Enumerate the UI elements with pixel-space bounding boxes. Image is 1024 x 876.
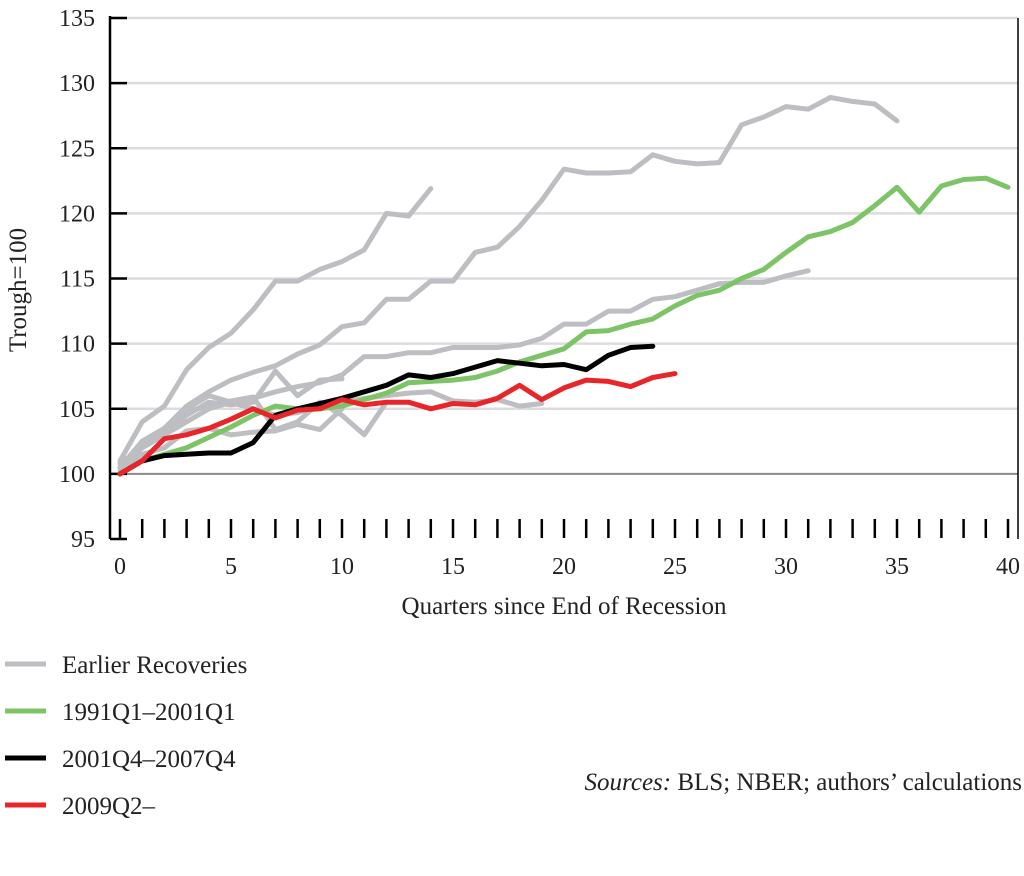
series-line-1991q1-2001q1	[117, 175, 1011, 477]
source-label: Sources:	[585, 769, 672, 796]
earlier-recovery-line	[117, 186, 434, 464]
x-tick-label: 30	[774, 554, 798, 580]
x-tick-label: 25	[663, 554, 687, 580]
y-axis-label: Trough=100	[5, 228, 32, 352]
y-tick-label: 100	[59, 462, 95, 488]
y-tick-label: 115	[60, 267, 95, 293]
y-tick-label: 105	[59, 397, 95, 423]
y-tick-label: 120	[59, 201, 95, 227]
x-tick-label: 5	[225, 554, 237, 580]
x-tick-label: 35	[885, 554, 909, 580]
x-axis-label: Quarters since End of Recession	[402, 593, 727, 620]
x-tick-label: 0	[114, 554, 126, 580]
y-tick-label: 130	[59, 71, 95, 97]
earlier-recovery-line	[117, 394, 389, 473]
legend-label: 2009Q2–	[62, 793, 156, 820]
source-note: Sources: BLS; NBER; authors’ calculation…	[585, 769, 1022, 796]
x-tick-label: 10	[330, 554, 354, 580]
earlier-recovery-line	[117, 368, 345, 466]
series-line-2009q2	[117, 371, 678, 477]
legend-label: Earlier Recoveries	[62, 652, 247, 679]
axes: 95 100 105 110 115 120 125 130 135 0 5 10 15 20 25 30 35…	[59, 6, 1020, 580]
earlier-recovery-line	[117, 95, 900, 470]
series-line-2001q4-2007q4	[117, 343, 656, 477]
earlier-recovery-line	[117, 406, 345, 477]
y-tick-label: 135	[59, 6, 95, 32]
y-tick-label: 110	[60, 332, 95, 358]
x-tick-label: 40	[996, 554, 1020, 580]
y-tick-label: 125	[59, 136, 95, 162]
series-lines	[117, 95, 1011, 477]
x-tick-label: 20	[552, 554, 576, 580]
y-tick-label: 95	[71, 527, 95, 553]
legend-label: 2001Q4–2007Q4	[62, 746, 236, 773]
legend-label: 1991Q1–2001Q1	[62, 699, 236, 726]
source-text: BLS; NBER; authors’ calculations	[671, 769, 1022, 796]
x-tick-label: 15	[441, 554, 465, 580]
legend: Earlier Recoveries 1991Q1–2001Q1 2001Q4–20…	[5, 652, 247, 820]
